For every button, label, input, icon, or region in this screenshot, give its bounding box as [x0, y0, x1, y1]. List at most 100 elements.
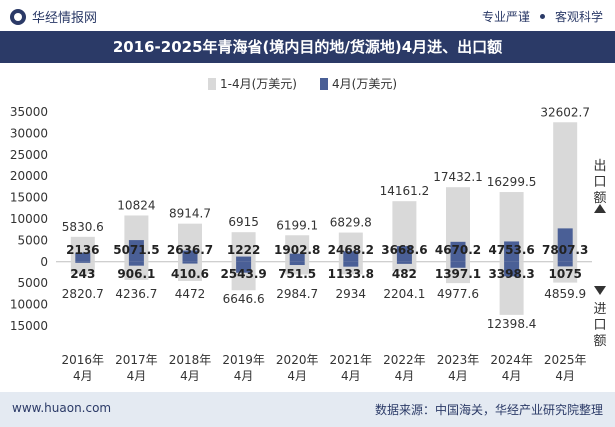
footer-source: 数据来源：中国海关，华经产业研究院整理	[374, 403, 603, 417]
x-tick-label-year: 2016年	[62, 353, 105, 367]
bar-monthly-export	[289, 253, 305, 262]
y-tick-label: 20000	[10, 169, 48, 183]
data-label-monthly-import: 1133.8	[328, 267, 374, 281]
y-tick-label: 15000	[10, 191, 48, 205]
data-label-cumulative-import: 12398.4	[487, 317, 537, 331]
data-label-monthly-export: 5071.5	[113, 243, 159, 257]
x-tick-label-year: 2017年	[115, 353, 158, 367]
x-tick-label-year: 2024年	[490, 353, 533, 367]
top-bar: 华经情报网 专业严谨 客观科学	[0, 0, 615, 31]
data-label-monthly-import: 3398.3	[488, 267, 534, 281]
data-label-cumulative-export: 32602.7	[540, 105, 590, 119]
bar-cumulative-import	[70, 261, 95, 274]
bar-cumulative-import	[178, 261, 202, 281]
data-label-monthly-import: 410.6	[171, 267, 209, 281]
data-label-cumulative-import: 4977.6	[437, 287, 479, 301]
bar-cumulative-import	[124, 261, 149, 280]
data-label-monthly-export: 3668.6	[381, 243, 427, 257]
y-tick-label: 10000	[10, 212, 48, 226]
chart: 1-4月(万美元) 4月(万美元) 35000 30000 25000 20000 1500…	[10, 77, 607, 383]
bar-monthly-export	[182, 250, 198, 262]
data-label-monthly-export: 4670.2	[435, 243, 481, 257]
x-tick-label-month: 4月	[127, 369, 147, 383]
x-tick-label-month: 4月	[287, 369, 307, 383]
data-label-cumulative-export: 10824	[117, 198, 155, 212]
data-label-monthly-export: 2468.2	[328, 243, 374, 257]
data-label-cumulative-export: 16299.5	[487, 175, 537, 189]
brand-name: 华经情报网	[32, 11, 98, 26]
data-label-cumulative-export: 6915	[228, 215, 259, 229]
bar-monthly-import	[128, 261, 144, 266]
x-tick-label-month: 4月	[395, 369, 415, 383]
x-tick-label-month: 4月	[180, 369, 200, 383]
bar-monthly-import	[396, 261, 412, 264]
bar-cumulative-import	[392, 261, 417, 272]
right-label-import-char: 额	[593, 334, 606, 349]
bar-monthly-import	[236, 261, 252, 273]
brand-logo-icon	[10, 8, 26, 25]
chart-title: 2016-2025年青海省(境内目的地/货源地)4月进、出口额	[112, 38, 503, 56]
right-label-export-char: 额	[593, 191, 606, 206]
x-tick-label-month: 4月	[73, 369, 93, 383]
footer-url: www.huaon.com	[12, 401, 112, 415]
data-label-cumulative-export: 6199.1	[276, 218, 318, 232]
title-bar: 2016-2025年青海省(境内目的地/货源地)4月进、出口额	[0, 31, 615, 63]
x-tick-label-year: 2020年	[276, 353, 319, 367]
data-label-monthly-import: 1397.1	[435, 267, 481, 281]
x-tick-label-month: 4月	[341, 369, 361, 383]
bar-monthly-export	[343, 251, 359, 262]
data-label-monthly-import: 906.1	[117, 267, 155, 281]
badge-professional: 专业严谨	[481, 10, 530, 24]
data-label-cumulative-import: 6646.6	[223, 292, 265, 306]
data-label-cumulative-export: 6829.8	[330, 216, 372, 230]
bar-monthly-export	[557, 228, 573, 262]
bar-monthly-import	[343, 261, 359, 267]
data-label-cumulative-export: 8914.7	[169, 207, 211, 221]
data-label-monthly-export: 2136	[66, 243, 99, 257]
y-tick-label: 25000	[10, 148, 48, 162]
x-tick-label-year: 2022年	[383, 353, 426, 367]
bar-monthly-import	[557, 261, 573, 267]
data-label-monthly-export: 4753.6	[488, 243, 534, 257]
x-tick-label-year: 2018年	[169, 353, 212, 367]
badge-objective: 客观科学	[554, 10, 603, 24]
data-label-cumulative-import: 2204.1	[383, 287, 425, 301]
y-tick-label: 0	[40, 255, 48, 269]
y-tick-label: 35000	[10, 105, 48, 119]
y-tick-label: 5000	[17, 276, 48, 290]
bar-monthly-import	[450, 261, 466, 268]
bullet-icon	[539, 14, 545, 19]
x-tick-label-year: 2019年	[222, 353, 265, 367]
data-label-monthly-export: 1222	[227, 243, 260, 257]
y-tick-label: 10000	[10, 298, 48, 312]
data-label-monthly-import: 2543.9	[220, 267, 266, 281]
data-label-cumulative-import: 4236.7	[115, 287, 157, 301]
data-label-cumulative-import: 4472	[175, 287, 206, 301]
data-label-cumulative-export: 17432.1	[433, 170, 483, 184]
y-tick-label: 15000	[10, 319, 48, 333]
x-tick-label-month: 4月	[502, 369, 522, 383]
data-label-cumulative-import: 4859.9	[544, 287, 586, 301]
bar-monthly-import	[504, 261, 520, 277]
legend-label-cumulative: 1-4月(万美元)	[220, 77, 297, 91]
down-arrow-icon	[594, 286, 606, 295]
bar-monthly-import	[289, 261, 305, 266]
data-label-monthly-export: 7807.3	[542, 243, 588, 257]
header-badges: 专业严谨 客观科学	[482, 8, 603, 25]
data-label-cumulative-import: 2934	[336, 287, 367, 301]
data-label-monthly-import: 751.5	[278, 267, 316, 281]
data-label-monthly-import: 243	[70, 267, 95, 281]
bar-monthly-export	[504, 241, 520, 262]
x-tick-label-year: 2021年	[330, 353, 373, 367]
bar-monthly-export	[128, 240, 144, 262]
bar-monthly-export	[396, 246, 412, 262]
legend-swatch-cumulative	[208, 78, 216, 90]
x-tick-label-year: 2023年	[437, 353, 480, 367]
bar-monthly-export	[450, 241, 466, 262]
right-label-import-char: 进	[593, 302, 606, 317]
data-label-cumulative-export: 14161.2	[380, 184, 430, 198]
x-tick-label-month: 4月	[555, 369, 575, 383]
data-label-monthly-import: 1075	[548, 267, 581, 281]
data-label-monthly-import: 482	[392, 267, 417, 281]
bar-cumulative-import	[553, 261, 578, 283]
